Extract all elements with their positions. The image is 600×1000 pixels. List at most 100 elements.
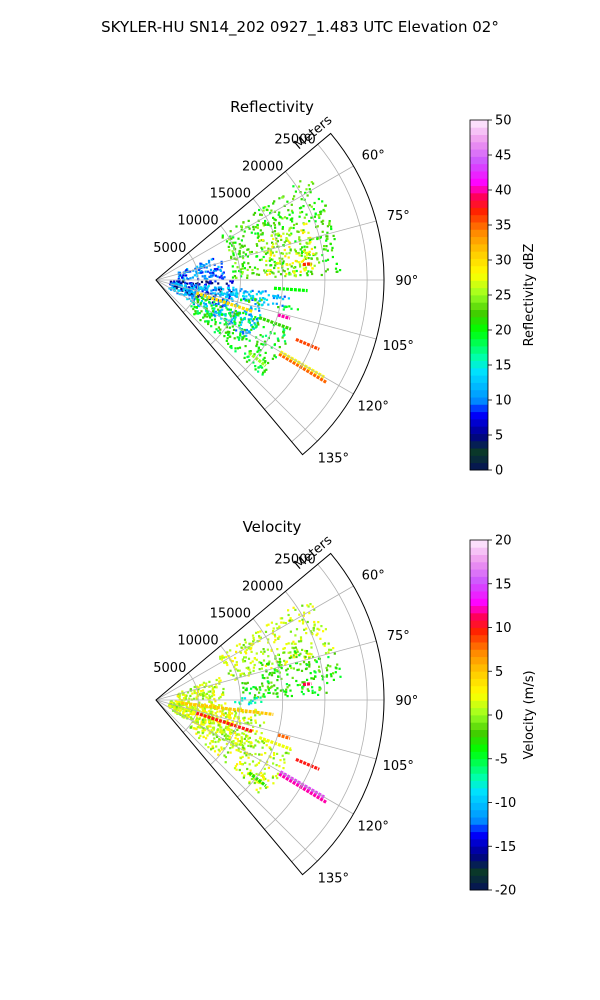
azimuth-gridline: [155, 699, 354, 815]
echo-line-3: [295, 757, 320, 771]
panel-title: Velocity: [243, 518, 302, 536]
azimuth-tick-label: 120°: [358, 399, 389, 414]
echo-line-7: [195, 291, 253, 313]
azimuth-gridline: [155, 640, 377, 701]
colorbar-tick-label: 15: [495, 359, 512, 374]
azimuth-tick-label: 75°: [387, 209, 410, 224]
range-tick-label: 10000: [177, 634, 218, 649]
azimuth-gridline: [155, 279, 377, 340]
range-ring: [264, 171, 326, 410]
echo-field: [167, 603, 342, 804]
echo-line-7: [195, 711, 253, 733]
echo-region-4: [177, 257, 226, 282]
azimuth-tick-label: 90°: [395, 694, 418, 709]
azimuth-tick-label: 60°: [362, 569, 385, 584]
echo-line-3: [295, 337, 320, 351]
echo-line-9: [248, 351, 267, 368]
colorbar: -20 -15 -10 -5 0 5 10 15 20 Velocity (m/s): [469, 534, 537, 899]
sector-outline: [155, 552, 385, 876]
azimuth-gridline: [155, 279, 318, 442]
echo-line-6: [180, 701, 274, 716]
echo-line-4: [277, 733, 291, 740]
range-tick-label: 5000: [153, 661, 186, 676]
polar-grid: [155, 144, 384, 443]
colorbar-tick-label: 30: [495, 254, 512, 269]
range-tick-label: 15000: [210, 607, 251, 622]
echo-line-9: [248, 771, 267, 788]
colorbar-tick-label: 40: [495, 184, 512, 199]
radar-panel-1: Reflectivity500010000150002000025000Mete…: [153, 98, 537, 479]
azimuth-gridline: [155, 585, 354, 701]
range-ring: [210, 645, 241, 765]
colorbar-tick-label: 20: [495, 324, 512, 339]
echo-line-4: [277, 313, 291, 320]
colorbar-tick-label: 20: [495, 534, 512, 549]
range-ring: [210, 225, 241, 345]
colorbar-tick-label: 50: [495, 114, 512, 129]
echo-region-8: [189, 718, 292, 794]
range-ring: [237, 618, 284, 798]
range-tick-label: 15000: [210, 187, 251, 202]
colorbar-tick-label: 5: [495, 665, 503, 680]
sector-outline: [155, 132, 385, 456]
azimuth-tick-label: 105°: [383, 759, 414, 774]
colorbar-tick-label: -15: [495, 840, 516, 855]
echo-line-8: [302, 682, 312, 687]
range-tick-label: 25000: [274, 552, 315, 567]
azimuth-tick-label: 60°: [362, 149, 385, 164]
echo-line-1: [278, 352, 327, 384]
azimuth-tick-label: 90°: [395, 274, 418, 289]
range-ring: [237, 198, 284, 378]
echo-region-2: [241, 652, 342, 699]
colorbar-tick-label: 15: [495, 577, 512, 592]
azimuth-gridline: [155, 699, 377, 760]
colorbar-tick-label: 0: [495, 709, 503, 724]
echo-region-7: [190, 295, 287, 376]
azimuth-gridline: [155, 699, 318, 862]
colorbar-label: Reflectivity dBZ: [522, 244, 537, 347]
colorbar-label: Velocity (m/s): [522, 670, 537, 759]
echo-region-9: [240, 297, 299, 311]
colorbar-tick-label: 10: [495, 394, 512, 409]
azimuth-gridline: [155, 220, 377, 281]
radar-panel-2: Velocity500010000150002000025000Meters60…: [153, 518, 537, 899]
echo-line-8: [302, 262, 312, 267]
radar-panels: Reflectivity500010000150002000025000Mete…: [153, 98, 537, 899]
colorbar-tick-label: 35: [495, 219, 512, 234]
colorbar-tick-label: 10: [495, 621, 512, 636]
range-tick-label: 20000: [242, 579, 283, 594]
azimuth-tick-label: 105°: [383, 339, 414, 354]
echo-region-5: [176, 677, 225, 702]
echo-region-4: [311, 623, 321, 636]
azimuth-tick-label: 120°: [358, 819, 389, 834]
colorbar-tick-label: 5: [495, 429, 503, 444]
figure-title: SKYLER-HU SN14_202 0927_1.483 UTC Elevat…: [101, 18, 499, 37]
azimuth-tick-label: 135°: [318, 451, 349, 466]
colorbar-tick-label: -20: [495, 884, 516, 899]
echo-line-6: [273, 286, 308, 293]
echo-line-1: [278, 772, 327, 804]
range-tick-label: 25000: [274, 132, 315, 147]
echo-field: [168, 180, 342, 384]
range-ring: [264, 591, 326, 830]
range-ring: [291, 564, 368, 863]
range-tick-label: 5000: [153, 241, 186, 256]
colorbar-tick-label: 25: [495, 289, 512, 304]
range-ring: [291, 144, 368, 443]
panel-title: Reflectivity: [230, 98, 314, 116]
azimuth-gridline: [155, 279, 354, 395]
polar-grid: [155, 564, 384, 863]
azimuth-gridline: [155, 165, 354, 281]
colorbar-tick-label: -5: [495, 752, 508, 767]
colorbar-tick-label: -10: [495, 796, 516, 811]
range-tick-label: 10000: [177, 214, 218, 229]
echo-region-1: [221, 180, 342, 279]
range-tick-label: 20000: [242, 159, 283, 174]
colorbar-tick-label: 0: [495, 464, 503, 479]
colorbar-tick-label: 45: [495, 149, 512, 164]
colorbar: 0 5 10 15 20 25 30 35 40 45 50 Reflectivity dBZ: [469, 114, 537, 479]
echo-region-2: [258, 222, 317, 278]
azimuth-tick-label: 135°: [318, 871, 349, 886]
echo-region-3: [308, 204, 325, 215]
